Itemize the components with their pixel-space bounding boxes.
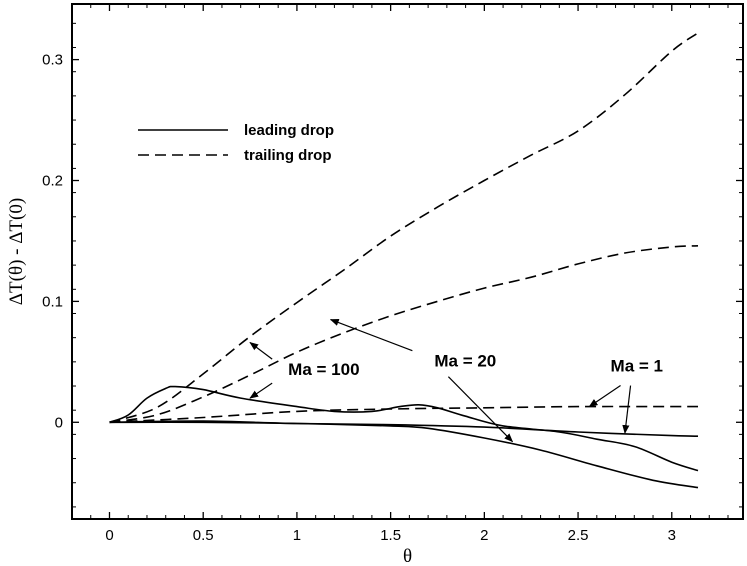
legend-label-1: trailing drop [244, 147, 332, 164]
series-line-3 [109, 405, 699, 424]
annotation-label-2: Ma = 1 [611, 357, 663, 376]
y-tick-label: 0 [55, 414, 63, 431]
series-line-1 [109, 421, 699, 489]
x-tick-label: 1 [293, 527, 301, 544]
plot-frame [71, 3, 744, 520]
legend-label-0: leading drop [244, 122, 334, 139]
annotation-arrow-1-1 [447, 376, 514, 443]
x-tick-label: 2.5 [568, 527, 589, 544]
plot-layer: 0 0.5 1 1.5 2 2.5 3 0 0.1 0.2 0.3 θ ΔT(θ) - ΔT(0) lea… [6, 3, 744, 566]
annotation-arrow-1-0 [329, 318, 413, 352]
annotation-label-0: Ma = 100 [288, 360, 359, 379]
series-line-4 [109, 245, 699, 424]
annotation-arrow-0-0 [249, 341, 273, 360]
x-tick-label: 3 [668, 527, 676, 544]
x-tick-label: 0.5 [193, 527, 214, 544]
x-tick-label: 0 [105, 527, 113, 544]
y-tick-label: 0.2 [42, 173, 63, 190]
y-axis-title: ΔT(θ) - ΔT(0) [6, 198, 27, 305]
annotation-label-1: Ma = 20 [434, 352, 496, 371]
x-axis-title: θ [403, 546, 412, 566]
x-tick-label: 1.5 [380, 527, 401, 544]
annotation-arrow-2-1 [622, 385, 632, 435]
y-tick-label: 0.1 [42, 293, 63, 310]
annotation-arrow-0-1 [249, 382, 273, 399]
annotation-arrow-2-0 [588, 385, 621, 408]
x-tick-label: 2 [480, 527, 488, 544]
y-tick-label: 0.3 [42, 52, 63, 69]
series-line-0 [109, 420, 699, 437]
series-line-5 [109, 32, 699, 424]
